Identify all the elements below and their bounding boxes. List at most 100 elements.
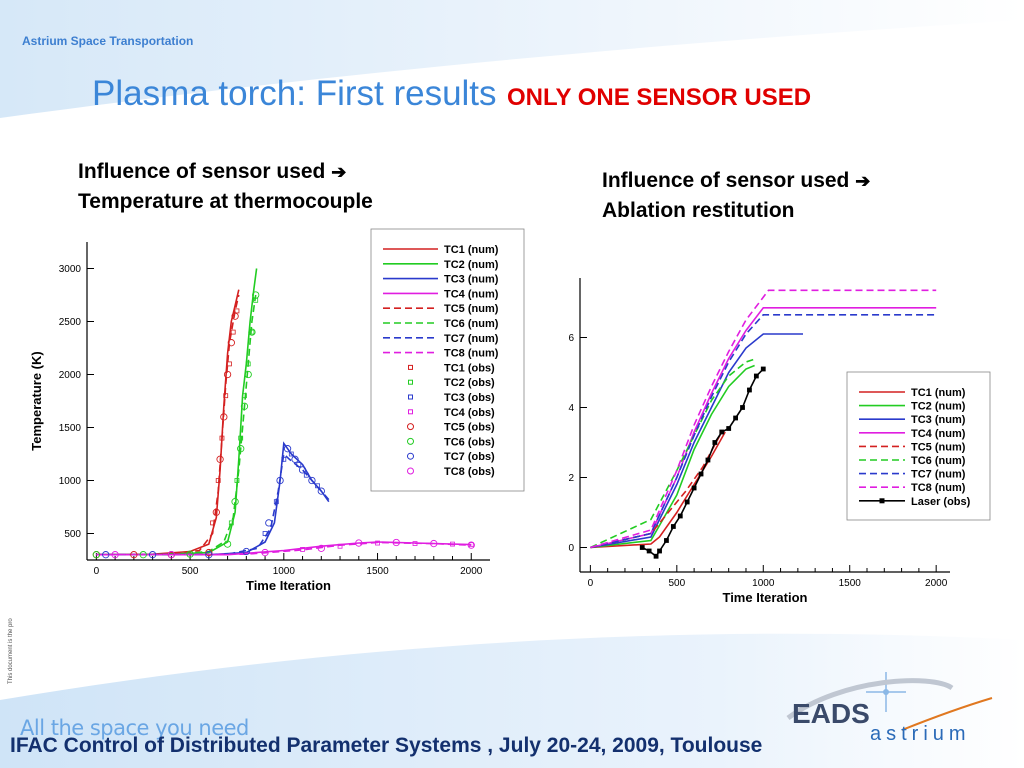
y-tick-label: 3000 [59,264,82,275]
legend-label: TC2 (num) [444,259,499,271]
series-line [96,294,257,556]
legend-label: TC8 (obs) [444,466,495,478]
legend-item: Laser (obs) [859,496,971,508]
legend-marker [407,467,414,475]
series-tc7-num [96,452,330,556]
data-point [223,540,232,548]
chart-legend: TC1 (num)TC2 (num)TC3 (num)TC4 (num)TC5 … [846,371,991,521]
arrow-right-icon: ➔ [855,171,871,191]
data-point [375,540,380,546]
data-point [740,405,745,410]
x-tick-label: 1000 [752,578,775,589]
x-tick-label: 2000 [925,578,948,589]
legend-label: TC5 (obs) [444,422,495,434]
data-point [237,445,245,453]
legend-item: TC4 (obs) [408,407,495,419]
footer-conference: IFAC Control of Distributed Parameter Sy… [10,734,763,757]
y-tick-label: 1000 [59,476,82,487]
data-point [733,415,739,421]
legend-item: TC3 (obs) [408,392,495,404]
legend-label: TC8 (num) [911,482,966,494]
data-point [248,328,256,336]
data-point [186,550,194,558]
data-point [392,538,400,547]
series-tc1-obs [210,308,240,526]
data-point [296,462,302,468]
data-point [231,498,239,506]
logo-eads-text: EADS [792,698,870,729]
legend-item: TC8 (num) [859,482,966,494]
legend-item: TC8 (num) [383,348,499,360]
chart-legend: TC1 (num)TC2 (num)TC3 (num)TC4 (num)TC5 … [370,228,525,492]
series-line [590,333,803,549]
legend-marker [408,379,413,385]
legend-item: TC4 (num) [383,288,499,300]
x-tick-label: 0 [94,566,100,577]
tagline: All the space you need [20,716,249,740]
y-tick-label: 4 [568,403,574,414]
legend-item: TC1 (obs) [408,362,495,374]
data-point [242,547,250,556]
data-point [276,476,284,485]
legend-label: TC1 (num) [444,244,499,256]
data-point [261,548,269,557]
arrow-right-icon: ➔ [331,162,347,182]
data-point [281,456,287,462]
left-caption-line2: Temperature at thermocouple [78,190,373,213]
y-tick-label: 0 [568,543,574,554]
legend-label: TC7 (num) [911,469,966,481]
data-point [245,361,251,367]
x-tick-label: 1000 [273,566,296,577]
data-point [691,485,697,491]
legend-marker [879,498,885,504]
legend-item: TC2 (num) [383,259,499,271]
data-point [430,539,438,548]
data-point [252,291,260,299]
data-point [467,541,475,549]
series-tc1-num [590,431,726,549]
data-point [130,551,138,559]
data-point [216,455,224,463]
legend-label: TC5 (num) [444,303,499,315]
data-point [230,329,236,335]
data-point [698,471,704,477]
data-point [303,472,309,478]
data-point [244,370,252,379]
data-point [205,551,213,559]
data-point [220,413,228,421]
data-point [242,393,247,399]
data-point [102,551,110,559]
legend-item: TC5 (obs) [407,422,495,434]
legend-label: TC6 (num) [911,455,966,467]
series-laser-obs [639,366,766,559]
logo-star-icon [866,672,906,712]
data-point [657,548,662,554]
x-tick-label: 1500 [366,566,389,577]
data-point [646,548,652,554]
legend-item: TC5 (num) [859,441,966,453]
legend-marker [407,452,414,460]
data-point [355,539,363,547]
legend-label: TC8 (num) [444,348,499,360]
data-point [231,312,239,320]
legend-item: TC7 (obs) [407,451,495,463]
eads-astrium-logo: EADS astrium [786,672,993,745]
left-caption-line1: Influence of sensor used [78,160,326,183]
legend-item: TC2 (obs) [408,377,495,389]
data-point [167,551,175,559]
y-axis-label: Temperature (K) [29,351,44,450]
legend-label: TC4 (num) [444,288,499,300]
legend-marker [407,437,414,445]
legend-label: TC6 (num) [444,318,499,330]
data-point [283,445,292,453]
legend-marker [408,394,413,400]
series-tc8-num [96,541,472,556]
data-point [317,487,325,495]
legend-item: TC6 (obs) [407,436,495,448]
series-tc5-num [590,431,723,549]
data-point [148,551,157,559]
x-tick-label: 2000 [460,566,483,577]
series-tc5-num [96,294,240,556]
right-caption-line2: Ablation restitution [602,199,795,222]
